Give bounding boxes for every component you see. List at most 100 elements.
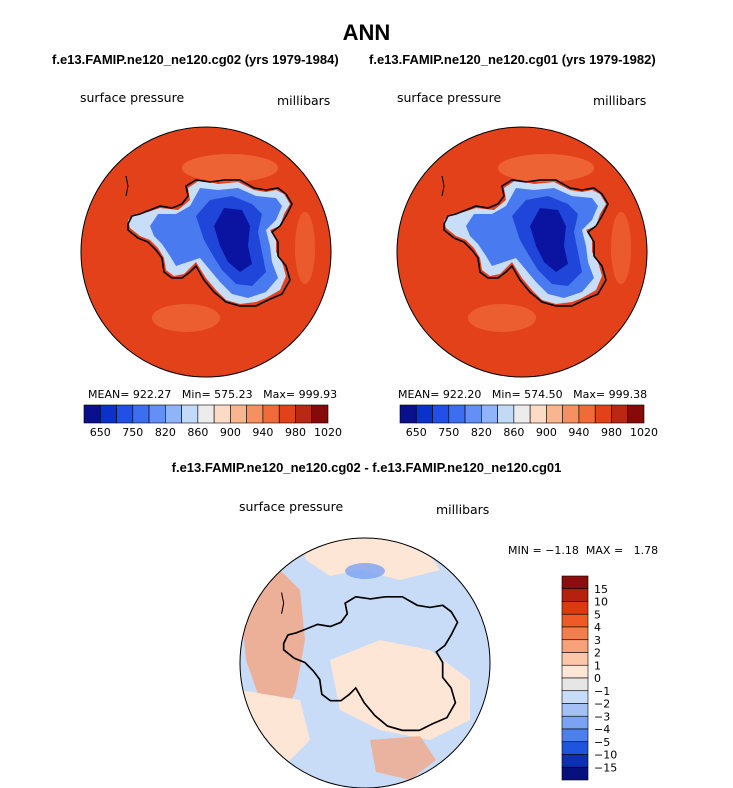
diff-colorbar-tick-label: −2: [594, 698, 610, 711]
diff-colorbar-cell: [561, 664, 589, 679]
panel-2-colorbar-cell: [611, 404, 629, 424]
diff-map: [240, 538, 490, 788]
panel-2-colorbar-cell: [399, 404, 417, 424]
panel-2-colorbar-cell: [497, 404, 515, 424]
panel-2-colorbar-cell: [415, 404, 433, 424]
panel-2-colorbar-cell: [627, 404, 645, 424]
panel-2-colorbar-cell: [562, 404, 580, 424]
panel-1-colorbar-cell: [83, 404, 101, 424]
diff-colorbar-cell: [561, 690, 589, 704]
diff-colorbar-cell: [561, 754, 589, 768]
diff-colorbar-tick-label: 2: [594, 647, 601, 660]
panel-1-mean-value: 922.27: [132, 388, 172, 401]
panel-2-colorbar-tick-label: 750: [438, 426, 459, 439]
panel-1-title: f.e13.FAMIP.ne120_ne120.cg02 (yrs 1979-1…: [52, 52, 339, 67]
panel-2-stats: MEAN= 922.20 Min= 574.50 Max= 999.38: [398, 388, 647, 401]
diff-colorbar-tick-label: 1: [594, 659, 601, 672]
panel-1-colorbar-cell: [132, 404, 150, 424]
panel-2-colorbar-tick-label: 820: [471, 426, 492, 439]
panel-1-colorbar-tick-label: 900: [220, 426, 241, 439]
panel-1-colorbar-cell: [165, 404, 182, 424]
panel-2-colorbar-tick-label: 1020: [630, 426, 658, 439]
diff-stats: MIN = −1.18 MAX = 1.78: [508, 544, 658, 557]
panel-2-min-label: Min=: [491, 388, 521, 401]
panel-1-colorbar-tick-label: 750: [122, 426, 143, 439]
panel-1-max-value: 999.93: [298, 388, 338, 401]
diff-colorbar-cell: [561, 575, 589, 590]
diff-panel-title: f.e13.FAMIP.ne120_ne120.cg02 - f.e13.FAM…: [171, 460, 562, 475]
panel-2-colorbar-tick-label: 900: [536, 426, 557, 439]
panel-2-colorbar-tick-label: 650: [406, 426, 427, 439]
panel-1-colorbar-cell: [262, 404, 280, 424]
diff-colorbar-tick-label: 15: [594, 583, 608, 596]
panel-2-min-value: 574.50: [524, 388, 563, 401]
diff-colorbar-tick-label: 10: [594, 596, 608, 609]
diff-colorbar-tick-label: −3: [594, 710, 610, 723]
panel-1-max-label: Max=: [263, 388, 296, 401]
panel-2-variable-label: surface pressure: [397, 90, 502, 105]
panel-1-stats: MEAN= 922.27 Min= 575.23 Max= 999.93: [88, 388, 337, 401]
diff-colorbar-cell: [561, 588, 589, 602]
panel-1-colorbar-tick-label: 1020: [314, 426, 342, 439]
panel-1-colorbar-tick-label: 980: [285, 426, 306, 439]
panel-2-colorbar-cell: [529, 404, 547, 424]
panel-1-colorbar-tick-label: 820: [155, 426, 176, 439]
diff-units-label: millibars: [436, 502, 490, 517]
diff-colorbar-tick-label: 3: [594, 634, 601, 647]
panel-1-variable-label: surface pressure: [80, 90, 185, 105]
diff-colorbar-cell: [561, 601, 589, 615]
panel-2-colorbar-cell: [594, 404, 612, 424]
panel-2-units-label: millibars: [593, 93, 647, 108]
panel-1-colorbar-cell: [148, 404, 166, 424]
diff-min-label: MIN =: [508, 544, 542, 557]
diff-variable-label: surface pressure: [239, 499, 344, 514]
diff-colorbar-tick-label: −15: [594, 761, 617, 774]
panel-1-colorbar-cell: [197, 404, 215, 424]
diff-colorbar-cell: [561, 626, 589, 641]
diff-colorbar-cell: [561, 652, 589, 666]
diff-colorbar-cell: [561, 766, 589, 781]
diff-max-label: MAX =: [585, 544, 624, 557]
panel-2-colorbar-cell: [464, 404, 482, 424]
panel-2-max-label: Max=: [573, 388, 606, 401]
diff-colorbar-tick-label: 0: [594, 672, 601, 685]
panel-1-min-value: 575.23: [214, 388, 253, 401]
panel-2-title: f.e13.FAMIP.ne120_ne120.cg01 (yrs 1979-1…: [369, 52, 656, 67]
panel-2-colorbar-tick-label: 860: [503, 426, 524, 439]
diff-colorbar-tick-label: −4: [594, 723, 610, 736]
panel-1-colorbar-tick-label: 860: [187, 426, 208, 439]
panel-2-map: [397, 127, 647, 377]
panel-2-colorbar-cell: [432, 404, 450, 424]
panel-1-colorbar: 650 750 820 860 900 940 980 1020: [83, 404, 342, 439]
figure-title: ANN: [342, 20, 391, 45]
diff-colorbar-tick-label: 4: [594, 621, 601, 634]
diff-colorbar-tick-label: −1: [594, 685, 610, 698]
panel-1-mean-label: MEAN=: [88, 388, 130, 401]
panel-1-colorbar-cell: [181, 404, 199, 424]
diff-colorbar-cell: [561, 741, 589, 755]
diff-colorbar-cell: [561, 715, 589, 730]
panel-1-colorbar-cell: [116, 404, 134, 424]
panel-1-colorbar-cell: [246, 404, 264, 424]
diff-colorbar-cell: [561, 639, 589, 653]
panel-1-colorbar-tick-label: 650: [90, 426, 111, 439]
panel-1-colorbar-cell: [99, 404, 117, 424]
panel-1-map: [81, 127, 331, 377]
panel-1-min-label: Min=: [181, 388, 211, 401]
diff-colorbar-cell: [561, 728, 589, 743]
panel-2-mean-value: 922.20: [442, 388, 482, 401]
panel-2-colorbar-cell: [448, 404, 466, 424]
panel-1-colorbar-cell: [295, 404, 313, 424]
panel-2-colorbar-cell: [481, 404, 498, 424]
panel-1-colorbar-cell: [213, 404, 231, 424]
diff-colorbar-tick-label: 5: [594, 608, 601, 621]
panel-1-units-label: millibars: [277, 93, 331, 108]
diff-colorbar-tick-label: −5: [594, 736, 610, 749]
panel-2-mean-label: MEAN=: [398, 388, 440, 401]
diff-min-value: −1.18: [545, 544, 579, 557]
diff-colorbar-cell: [561, 677, 589, 692]
diff-colorbar-cell: [561, 703, 589, 717]
diff-colorbar-tick-label: −10: [594, 749, 617, 762]
